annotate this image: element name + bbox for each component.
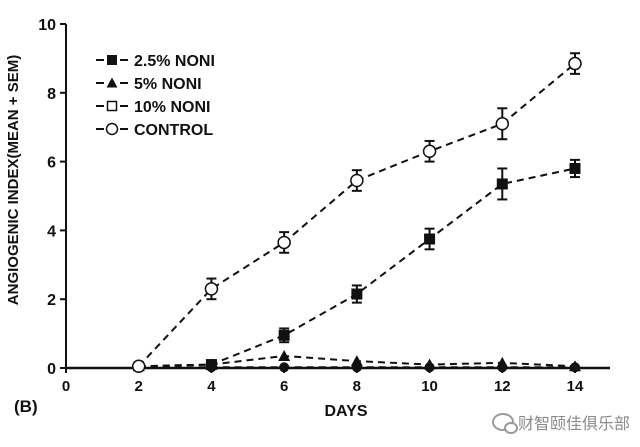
data-point-square bbox=[107, 55, 117, 65]
legend-item: 2.5% NONI bbox=[96, 53, 215, 70]
data-point-circle bbox=[131, 359, 146, 374]
data-point-square bbox=[424, 233, 436, 245]
data-point-baseline bbox=[570, 362, 580, 373]
data-point-circle bbox=[568, 56, 582, 71]
data-point-baseline bbox=[351, 362, 362, 373]
x-tick-label: 0 bbox=[62, 378, 70, 395]
x-tick-label: 12 bbox=[494, 378, 511, 395]
legend-label: CONTROL bbox=[134, 122, 213, 139]
data-point-triangle bbox=[278, 349, 291, 361]
legend-item: CONTROL bbox=[96, 122, 213, 139]
x-tick-label: 6 bbox=[280, 378, 288, 395]
x-tick-label: 14 bbox=[567, 378, 584, 395]
legend: 2.5% NONI 5% NONI 10% NONI CONTROL bbox=[96, 53, 215, 139]
y-tick-label: 10 bbox=[38, 17, 56, 34]
legend-item: 10% NONI bbox=[96, 99, 210, 116]
data-point-triangle bbox=[106, 77, 118, 88]
data-point-square bbox=[569, 162, 581, 174]
data-point-square bbox=[496, 178, 508, 190]
wechat-icon bbox=[491, 413, 518, 434]
legend-label: 2.5% NONI bbox=[134, 53, 215, 70]
y-tick-label: 4 bbox=[47, 223, 56, 240]
x-tick-label: 8 bbox=[353, 378, 361, 395]
series-line bbox=[138, 167, 576, 368]
data-point-circle bbox=[105, 122, 119, 136]
legend-label: 5% NONI bbox=[134, 76, 202, 93]
axes: 0 2 4 6 8 10 0 2 4 6 8 10 12 14 bbox=[38, 17, 610, 395]
x-axis-label: DAYS bbox=[325, 403, 368, 420]
data-point-circle bbox=[422, 144, 437, 159]
data-point-square bbox=[278, 329, 290, 341]
legend-item: 5% NONI bbox=[96, 76, 202, 93]
data-point-circle bbox=[350, 173, 364, 188]
data-point-open-square bbox=[106, 100, 118, 112]
watermark-text: 财智颐佳俱乐部 bbox=[517, 416, 630, 433]
y-tick-label: 0 bbox=[47, 361, 56, 378]
data-point-circle bbox=[204, 282, 219, 296]
watermark: 财智颐佳俱乐部 bbox=[491, 410, 630, 434]
data-point-baseline bbox=[279, 362, 290, 373]
panel-label: (B) bbox=[14, 397, 38, 416]
y-tick-label: 2 bbox=[47, 292, 56, 309]
x-tick-label: 2 bbox=[135, 378, 143, 395]
y-tick-label: 8 bbox=[47, 86, 56, 103]
series-layer bbox=[131, 52, 582, 374]
x-tick-label: 4 bbox=[207, 378, 216, 395]
series-control bbox=[131, 52, 582, 374]
legend-label: 10% NONI bbox=[134, 99, 210, 116]
x-tick-label: 10 bbox=[421, 378, 438, 395]
data-point-circle bbox=[277, 235, 291, 250]
data-point-circle bbox=[495, 117, 510, 131]
y-axis-label: ANGIOGENIC INDEX(MEAN + SEM) bbox=[5, 55, 22, 305]
data-point-baseline bbox=[424, 362, 435, 373]
data-point-baseline bbox=[497, 362, 508, 373]
data-point-baseline bbox=[206, 362, 217, 373]
data-point-square bbox=[351, 288, 363, 300]
y-tick-label: 6 bbox=[47, 155, 56, 172]
